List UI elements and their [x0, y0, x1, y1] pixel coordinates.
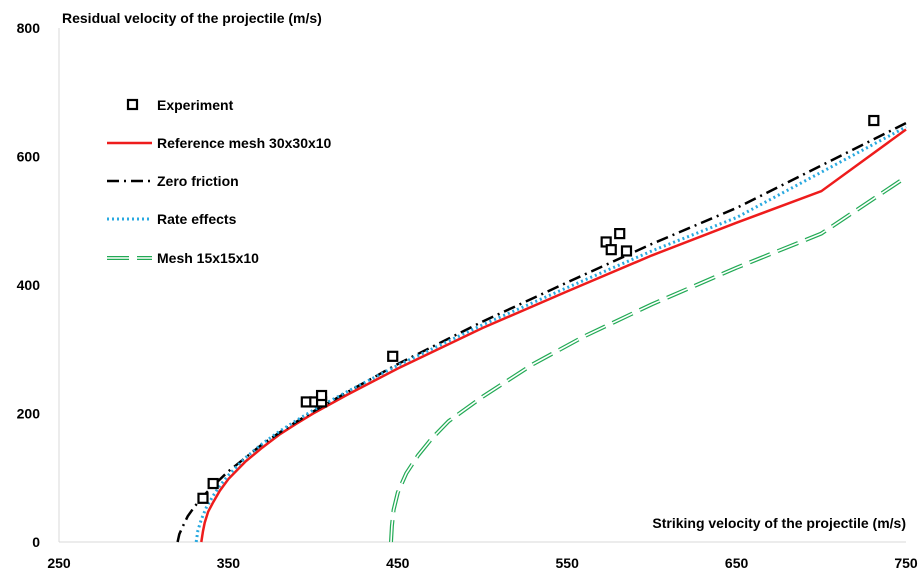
legend-label: Experiment [157, 97, 234, 113]
legend: Experiment Reference mesh 30x30x10 Zero fr… [107, 97, 332, 266]
series-line-rate-effects [194, 125, 907, 543]
y-tick-label: 600 [17, 149, 41, 165]
experiment-point [620, 245, 633, 257]
axes [58, 28, 906, 543]
legend-label: Mesh 15x15x10 [157, 250, 259, 266]
x-tick-label: 650 [725, 555, 749, 571]
tick-labels: 250 350 450 550 650 750 0 200 400 600 800 [17, 20, 918, 571]
experiment-point [197, 492, 209, 504]
y-tick-label: 0 [32, 534, 40, 550]
x-tick-label: 450 [386, 555, 410, 571]
y-tick-label: 800 [17, 20, 41, 36]
experiment-point [315, 389, 328, 402]
x-tick-label: 550 [556, 555, 580, 571]
x-axis-title: Striking velocity of the projectile (m/s… [652, 515, 906, 531]
legend-marker-experiment [126, 98, 139, 111]
series-line-mesh-15x15x10 [390, 176, 907, 543]
series-lines [176, 121, 908, 543]
experiment-point [605, 244, 617, 256]
legend-label: Rate effects [157, 211, 237, 227]
series-line-reference-mesh-30x30x10 [200, 128, 907, 543]
y-tick-label: 400 [17, 277, 41, 293]
legend-label: Zero friction [157, 173, 239, 189]
experiment-point [387, 350, 399, 362]
x-tick-label: 250 [47, 555, 71, 571]
series-line-zero-friction [176, 121, 907, 543]
series-line-mesh-15x15x10-outline [389, 175, 908, 543]
y-axis-title: Residual velocity of the projectile (m/s… [62, 10, 322, 26]
x-tick-label: 350 [217, 555, 241, 571]
x-tick-label: 750 [894, 555, 918, 571]
experiment-point [207, 477, 219, 490]
y-tick-label: 200 [17, 406, 41, 422]
experiment-point [868, 114, 880, 127]
experiment-point [614, 228, 626, 240]
series-points [197, 114, 880, 504]
legend-label: Reference mesh 30x30x10 [157, 135, 332, 151]
